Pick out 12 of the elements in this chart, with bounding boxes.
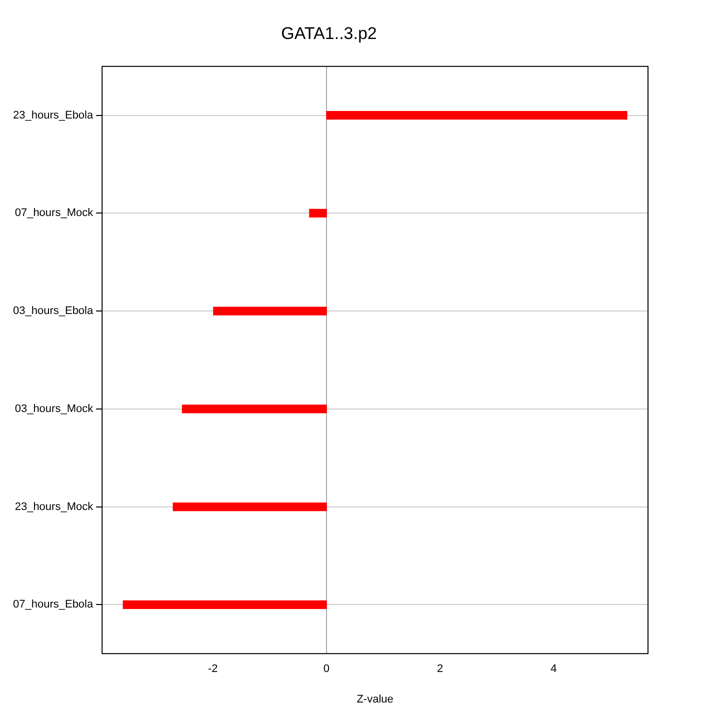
y-tick-label: 03_hours_Ebola — [12, 305, 94, 318]
y-tick-label: 03_hours_Mock — [14, 402, 94, 415]
x-tick-label: 0 — [323, 663, 330, 676]
y-tick-label: 23_hours_Mock — [14, 500, 94, 513]
y-tick-label: 07_hours_Mock — [14, 207, 94, 220]
y-tick-label: 07_hours_Ebola — [12, 598, 94, 611]
x-tick-label: 4 — [550, 663, 557, 676]
y-tick-label: 23_hours_Ebola — [12, 109, 94, 122]
x-tick-label: -2 — [208, 663, 218, 676]
x-tick-label: 2 — [437, 663, 444, 676]
x-axis-title: Z-value — [356, 693, 394, 706]
chart-title: GATA1..3.p2 — [281, 24, 377, 43]
